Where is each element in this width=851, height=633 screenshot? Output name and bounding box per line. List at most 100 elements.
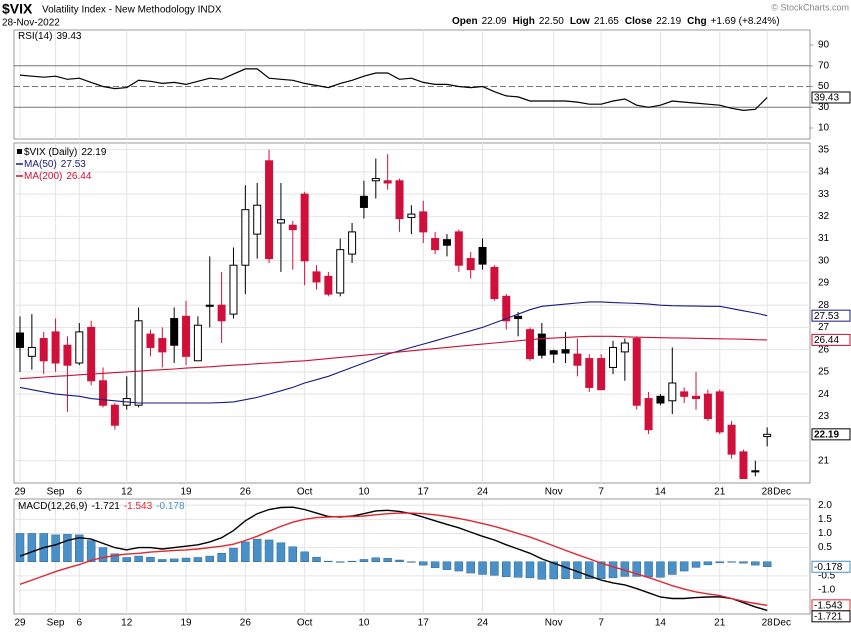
candle-body: [692, 395, 701, 400]
y-tick-label: 32: [818, 211, 830, 222]
x-tick-label: 7: [598, 618, 604, 629]
y-tick-label: -0.5: [818, 570, 836, 581]
y-tick-label: 90: [818, 40, 830, 51]
histogram-bar: [442, 561, 452, 570]
histogram-bar: [430, 561, 440, 568]
histogram-bar: [347, 560, 357, 562]
y-tick-label: 28: [818, 300, 830, 311]
quote-value: +1.69 (+8.24%): [711, 16, 780, 27]
x-tick-label: Dec: [773, 618, 791, 629]
legend-value: -1.721: [91, 501, 120, 512]
histogram-bar: [596, 561, 606, 579]
candle-body: [656, 395, 665, 404]
y-tick-label: 30: [818, 102, 830, 113]
legend-value: 27.53: [61, 159, 86, 170]
x-tick-label: Sep: [47, 618, 65, 629]
value-box: [811, 560, 851, 573]
legend-entry: RSI(14) 39.43: [18, 31, 82, 42]
histogram-bar: [371, 557, 381, 562]
histogram-bar: [537, 561, 547, 580]
y-tick-label: 29: [818, 278, 830, 289]
histogram-bar: [158, 559, 167, 562]
histogram-bar: [252, 538, 262, 562]
date: 28-Nov-2022: [2, 18, 60, 29]
legend-value: 39.43: [56, 31, 81, 42]
x-tick-label: 6: [77, 487, 83, 498]
x-tick-label: 29: [14, 487, 26, 498]
x-tick-label: 19: [180, 487, 192, 498]
quote-label: Chg: [687, 16, 706, 27]
candle-body: [644, 398, 653, 431]
y-tick-label: -1.0: [818, 585, 836, 596]
x-tick-label: Oct: [297, 618, 313, 629]
x-tick-label: 6: [77, 618, 83, 629]
histogram-bar: [75, 534, 84, 562]
candle-body: [514, 315, 523, 320]
candle-body: [620, 342, 629, 353]
candle-body: [573, 353, 582, 366]
candle-body: [478, 246, 487, 265]
candle-body: [348, 231, 357, 255]
candle-body: [371, 178, 380, 182]
histogram-bar: [418, 561, 428, 566]
x-tick-label: 26: [240, 618, 252, 629]
candle-body: [442, 239, 451, 246]
histogram-bar: [324, 560, 333, 562]
x-tick-label: 24: [477, 487, 489, 498]
histogram-bar: [644, 561, 653, 578]
y-tick-label: 23: [818, 411, 830, 422]
histogram-bar: [703, 561, 713, 566]
macd-line: [19, 506, 768, 612]
copyright: © StockCharts.com: [771, 2, 849, 12]
macd-line: [19, 512, 768, 606]
candle-body: [727, 424, 736, 455]
y-tick-label: 26: [818, 344, 830, 355]
legend-swatch: [17, 149, 22, 154]
candle-body: [359, 195, 368, 208]
histogram-bar: [217, 553, 226, 562]
y-tick-label: 31: [818, 233, 830, 244]
candle-body: [253, 204, 262, 235]
panel-frame: [13, 498, 811, 615]
candle-body: [75, 331, 84, 364]
y-tick-label: 70: [818, 60, 830, 71]
histogram-bar: [51, 534, 60, 562]
y-tick-label: 35: [818, 144, 830, 155]
histogram-bar: [691, 561, 701, 568]
candle-body: [170, 318, 179, 346]
x-tick-label: 12: [121, 618, 133, 629]
histogram-bar: [288, 546, 298, 562]
histogram-bar: [193, 557, 203, 562]
candle-body: [490, 266, 499, 300]
moving-average-line: [19, 335, 768, 380]
candle-body: [431, 238, 440, 251]
x-tick-label: 14: [655, 618, 667, 629]
histogram-bar: [335, 561, 345, 563]
candle-body: [265, 160, 274, 260]
x-tick-label: Nov: [545, 487, 563, 498]
candle-body: [193, 324, 202, 362]
candle-body: [680, 391, 689, 397]
histogram-bar: [679, 561, 689, 572]
histogram-bar: [241, 541, 250, 562]
legend-entry: MA(200) 26.44: [24, 171, 92, 182]
histogram-bar: [134, 555, 143, 562]
histogram-bar: [181, 557, 191, 562]
y-tick-label: 24: [818, 389, 830, 400]
candle-body: [763, 433, 772, 438]
candle-body: [703, 393, 712, 420]
x-tick-label: 12: [121, 487, 133, 498]
x-tick-label: 21: [714, 487, 726, 498]
quote-label: High: [513, 16, 535, 27]
x-tick-label: Oct: [297, 487, 313, 498]
candle-body: [609, 346, 617, 368]
value-box-label: 22.19: [814, 429, 839, 440]
x-tick-label: 17: [418, 487, 430, 498]
legend-entry: $VIX (Daily) 22.19: [24, 147, 107, 158]
candle-body: [561, 349, 570, 354]
histogram-bar: [276, 542, 286, 562]
histogram-bar: [359, 559, 369, 562]
candle-body: [466, 258, 475, 271]
candle-body: [395, 180, 404, 220]
x-tick-label: 29: [14, 618, 26, 629]
